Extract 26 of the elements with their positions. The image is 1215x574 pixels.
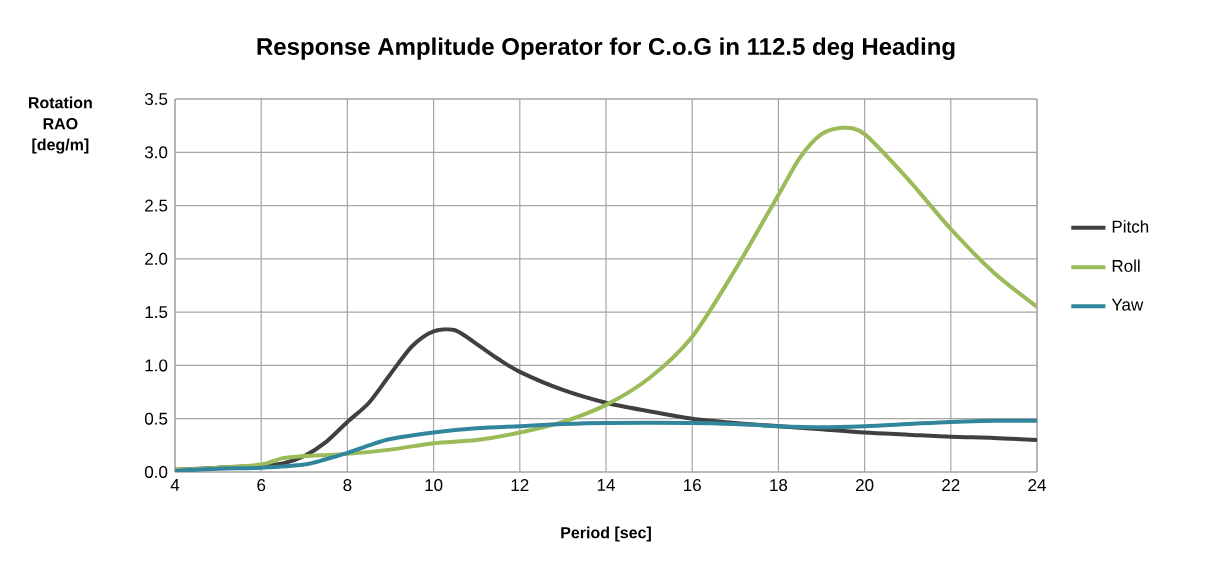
y-tick-label: 0.0 — [144, 465, 168, 479]
legend-label: Yaw — [1111, 298, 1144, 311]
y-tick-label: 1.5 — [145, 306, 168, 319]
y-tick-label: 3.5 — [144, 93, 168, 106]
x-tick-label: 22 — [942, 479, 960, 491]
x-tick-label: 6 — [257, 479, 266, 492]
x-tick-label: 10 — [425, 479, 443, 492]
y-tick-label: 2.5 — [145, 199, 168, 212]
x-tick-label: 20 — [856, 479, 874, 492]
x-tick-label: 8 — [343, 479, 352, 492]
x-tick-label: 4 — [170, 479, 180, 491]
y-axis-title: Rotation RAO [deg/m] — [28, 96, 92, 154]
y-tick-label: 3.0 — [144, 146, 168, 159]
y-tick-label: 0.5 — [144, 412, 168, 425]
x-tick-label: 24 — [1028, 479, 1046, 491]
legend-label: Roll — [1112, 259, 1140, 272]
line-series — [175, 418, 1037, 472]
x-axis-title: Period [sec] — [561, 526, 651, 542]
y-tick-label: 1.0 — [145, 359, 168, 372]
x-tick-label: 14 — [597, 479, 615, 491]
y-tick-label: 2.0 — [145, 252, 168, 265]
x-tick-label: 12 — [511, 479, 529, 491]
x-tick-label: 16 — [684, 479, 701, 492]
x-tick-label: 18 — [770, 479, 788, 492]
legend-label: Pitch — [1112, 220, 1149, 233]
chart-title: Response Amplitude Operator for C.o.G in 112.5 deg Heading — [257, 37, 955, 60]
